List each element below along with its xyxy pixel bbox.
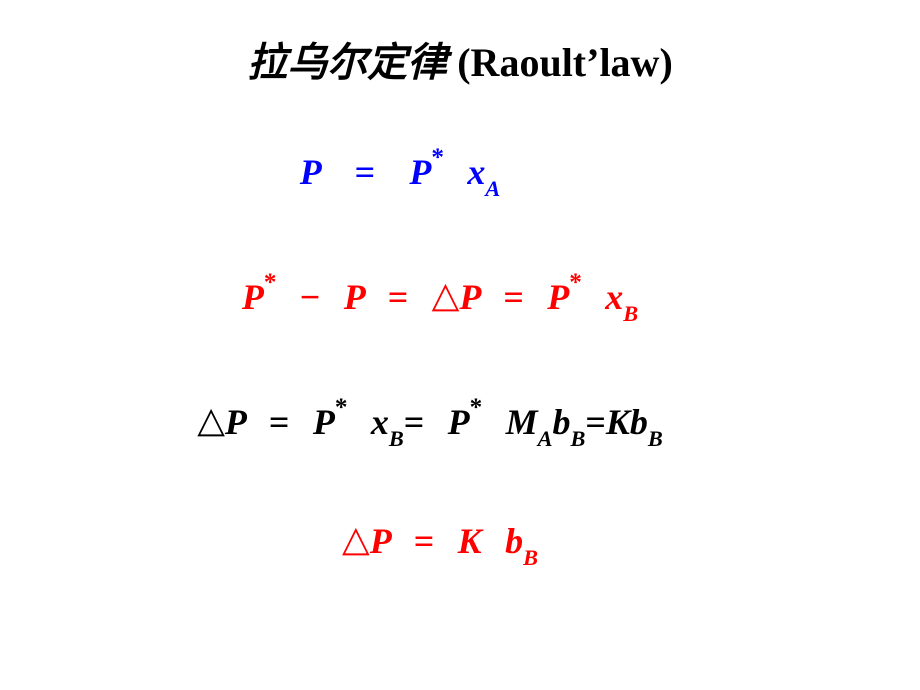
eq3-Pstar1: P [313, 402, 335, 442]
eq3-M: M [506, 402, 538, 442]
eq2-x: x [605, 277, 623, 317]
eq3-eq2: = [404, 402, 425, 442]
eq3-Bb1: B [571, 426, 586, 451]
eq3-Pd: P [225, 402, 246, 442]
eq2-B: B [623, 301, 638, 326]
eq3-A: A [538, 426, 553, 451]
eq3-star1: * [335, 394, 348, 421]
eq3-star2: * [470, 394, 483, 421]
equation-4: △P = K bB [0, 520, 900, 567]
eq1-A: A [485, 176, 500, 201]
eq4-K: K [458, 521, 482, 561]
eq3-x: x [371, 402, 389, 442]
slide-title: 拉乌尔定律 (Raoult’law) [0, 30, 920, 88]
eq2-Pstar2: P [547, 277, 569, 317]
eq2-Pstar1: P [242, 277, 264, 317]
eq3-b2: b [630, 402, 648, 442]
equation-3: △P = P* xB= P* MAbB=KbB [0, 400, 890, 448]
eq4-delta: △ [342, 518, 370, 560]
title-latin: (Raoult’law) [447, 40, 673, 85]
eq2-star1: * [264, 269, 277, 296]
eq2-Pd: P [459, 277, 480, 317]
eq3-eq3: = [585, 402, 606, 442]
eq3-Bb2: B [648, 426, 663, 451]
eq1-equals: = [355, 152, 376, 192]
eq1-Pstar: P [409, 152, 431, 192]
equation-2: P* − P = △P = P* xB [0, 275, 900, 323]
eq4-Pd: P [370, 521, 391, 561]
eq1-P: P [300, 152, 321, 192]
eq3-K: K [606, 402, 630, 442]
eq2-eq1: = [388, 277, 409, 317]
eq4-b: b [505, 521, 523, 561]
eq3-Bx: B [389, 426, 404, 451]
title-cjk: 拉乌尔定律 [247, 40, 447, 85]
eq3-Pstar2: P [448, 402, 470, 442]
slide: 拉乌尔定律 (Raoult’law) P = P* xA P* − P = △P… [0, 0, 920, 690]
eq4-eq: = [414, 521, 435, 561]
eq3-eq1: = [269, 402, 290, 442]
equation-1: P = P* xA [0, 150, 860, 198]
eq4-B: B [523, 545, 538, 570]
eq2-minus: − [300, 277, 321, 317]
eq2-star2: * [569, 269, 582, 296]
eq1-star: * [431, 144, 444, 171]
eq2-delta: △ [432, 274, 460, 316]
eq2-P: P [344, 277, 365, 317]
eq3-delta: △ [197, 399, 225, 441]
eq2-eq2: = [503, 277, 524, 317]
eq1-x: x [467, 152, 485, 192]
eq3-b1: b [553, 402, 571, 442]
